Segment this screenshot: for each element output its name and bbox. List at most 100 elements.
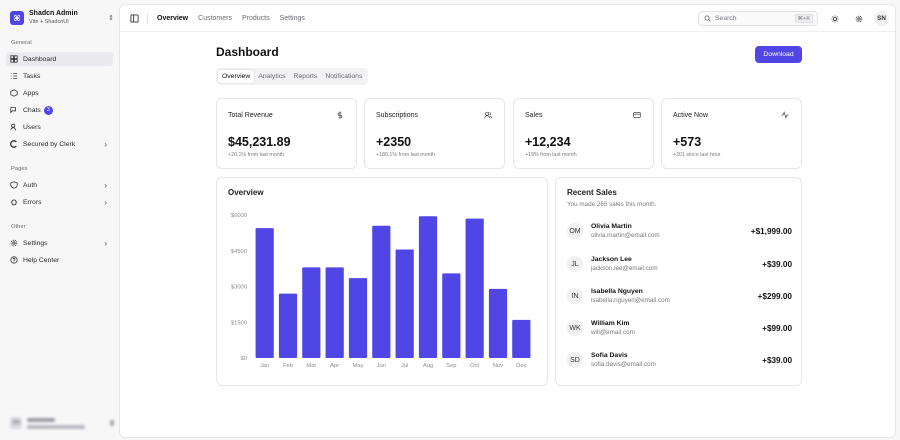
- top-nav: Overview Customers Products Settings: [157, 15, 315, 22]
- x-tick-label: Jan: [260, 363, 269, 369]
- avatar: SD: [567, 352, 583, 368]
- avatar: SN: [10, 417, 22, 429]
- overview-title: Overview: [228, 188, 264, 197]
- sidebar-item-secured-by-clerk[interactable]: Secured by Clerk ›: [6, 137, 113, 151]
- sale-amount: +$299.00: [757, 291, 792, 301]
- main-panel: Overview Customers Products Settings Sea…: [119, 4, 896, 438]
- chart-bar-sep[interactable]: [442, 273, 461, 358]
- sidebar-item-help-center[interactable]: Help Center: [6, 253, 113, 267]
- topnav-products[interactable]: Products: [241, 15, 270, 22]
- topnav-overview[interactable]: Overview: [157, 15, 189, 22]
- topnav-settings[interactable]: Settings: [279, 15, 305, 22]
- chart-bar-apr[interactable]: [325, 267, 344, 358]
- avatar: WK: [567, 320, 583, 336]
- stat-value: +12,234: [525, 135, 571, 149]
- theme-toggle-button[interactable]: [828, 12, 841, 25]
- user-name-blurred: [27, 417, 55, 422]
- customer-email: olivia.martin@email.com: [591, 232, 660, 239]
- chart-bar-jan[interactable]: [255, 228, 274, 358]
- sidebar-item-tasks[interactable]: Tasks: [6, 69, 113, 83]
- x-tick-label: Mar: [306, 363, 316, 369]
- users-icon: [484, 111, 492, 119]
- stat-change: +180.1% from last month: [376, 152, 436, 158]
- stat-card-subscriptions: Subscriptions +2350 +180.1% from last mo…: [364, 98, 505, 169]
- sidebar: ⌘ Shadcn Admin Vite + ShadcnUI ⇕ General…: [0, 0, 119, 440]
- customer-name: Sofia Davis: [591, 352, 628, 359]
- brand-title: Shadcn Admin: [29, 10, 78, 17]
- sidebar-toggle-button[interactable]: [129, 13, 140, 24]
- section-label-pages: Pages: [11, 166, 28, 172]
- chart-bar-aug[interactable]: [418, 216, 438, 358]
- x-tick-label: Feb: [283, 363, 293, 369]
- y-tick-label: $0: [241, 356, 247, 362]
- overview-bar-chart: $0 $1500 $3000 $4500 $6000 Jan Feb Mar Apr May Jun…: [231, 213, 531, 369]
- stat-title: Total Revenue: [228, 112, 273, 119]
- help-icon: [10, 256, 18, 264]
- sale-amount: +$39.00: [762, 259, 792, 269]
- tab-notifications[interactable]: Notifications: [325, 73, 363, 80]
- avatar: IN: [567, 288, 583, 304]
- dashboard-tabs: Overview Analytics Reports Notifications: [216, 68, 369, 85]
- chats-icon: [10, 106, 18, 114]
- sidebar-item-chats[interactable]: Chats 3: [6, 103, 113, 117]
- shield-icon: [10, 181, 18, 189]
- chart-bar-jul[interactable]: [395, 249, 414, 358]
- settings-button[interactable]: [852, 12, 865, 25]
- sidebar-item-label: Help Center: [23, 256, 60, 264]
- sidebar-item-errors[interactable]: Errors ›: [6, 195, 113, 209]
- chart-bar-may[interactable]: [348, 278, 368, 358]
- tab-overview[interactable]: Overview: [218, 70, 255, 83]
- sale-amount: +$39.00: [762, 355, 792, 365]
- sidebar-item-auth[interactable]: Auth ›: [6, 178, 113, 192]
- tab-reports[interactable]: Reports: [293, 73, 318, 80]
- stat-title: Active Now: [673, 112, 709, 119]
- dashboard-icon: [10, 55, 18, 63]
- chart-bar-nov[interactable]: [488, 288, 508, 358]
- sidebar-item-label: Users: [23, 123, 41, 131]
- user-menu[interactable]: SN: [10, 414, 114, 432]
- chevron-right-icon: ›: [104, 238, 107, 248]
- search-input[interactable]: Search ⌘+K: [698, 11, 818, 26]
- search-placeholder: Search: [715, 15, 737, 22]
- list-item: JL Jackson Lee jackson.lee@email.com +$3…: [567, 253, 792, 275]
- topnav-customers[interactable]: Customers: [198, 15, 232, 22]
- gear-icon: [10, 239, 18, 247]
- chart-bar-feb[interactable]: [278, 293, 298, 358]
- list-item: SD Sofia Davis sofia.davis@email.com +$3…: [567, 349, 792, 371]
- activity-icon: [781, 111, 789, 119]
- profile-avatar[interactable]: SN: [874, 11, 889, 26]
- chart-bar-oct[interactable]: [465, 218, 484, 358]
- sidebar-item-settings[interactable]: Settings ›: [6, 236, 113, 250]
- chart-bar-mar[interactable]: [302, 267, 321, 358]
- x-tick-label: Nov: [493, 363, 503, 369]
- sidebar-item-users[interactable]: Users: [6, 120, 113, 134]
- team-switcher[interactable]: ⌘ Shadcn Admin Vite + ShadcnUI ⇕: [10, 8, 114, 28]
- chevron-right-icon: ›: [104, 139, 107, 149]
- customer-name: Olivia Martin: [591, 223, 632, 230]
- credit-card-icon: [633, 111, 641, 119]
- x-tick-label: Oct: [470, 363, 479, 369]
- brand-subtitle: Vite + ShadcnUI: [29, 19, 69, 25]
- tasks-icon: [10, 72, 18, 80]
- customer-email: sofia.davis@email.com: [591, 361, 656, 368]
- recent-sales-card: Recent Sales You made 265 sales this mon…: [555, 177, 802, 386]
- sidebar-item-label: Auth: [23, 181, 37, 189]
- sidebar-item-apps[interactable]: Apps: [6, 86, 113, 100]
- download-button[interactable]: Download: [755, 46, 802, 63]
- search-icon: [704, 15, 711, 22]
- chevron-right-icon: ›: [104, 180, 107, 190]
- chevrons-up-down-icon: ⇕: [108, 15, 114, 22]
- apps-icon: [10, 89, 18, 97]
- stat-value: $45,231.89: [228, 135, 291, 149]
- chart-bar-jun[interactable]: [372, 225, 391, 358]
- customer-email: will@email.com: [591, 329, 635, 336]
- sidebar-item-dashboard[interactable]: Dashboard: [6, 52, 113, 66]
- tab-analytics[interactable]: Analytics: [258, 73, 286, 80]
- chats-count-badge: 3: [43, 105, 53, 115]
- command-icon: ⌘: [10, 11, 24, 25]
- bug-icon: [10, 198, 18, 206]
- sidebar-item-label: Tasks: [23, 72, 41, 80]
- chart-bar-dec[interactable]: [512, 319, 531, 358]
- x-tick-label: Sep: [446, 363, 456, 369]
- search-shortcut: ⌘+K: [794, 14, 813, 23]
